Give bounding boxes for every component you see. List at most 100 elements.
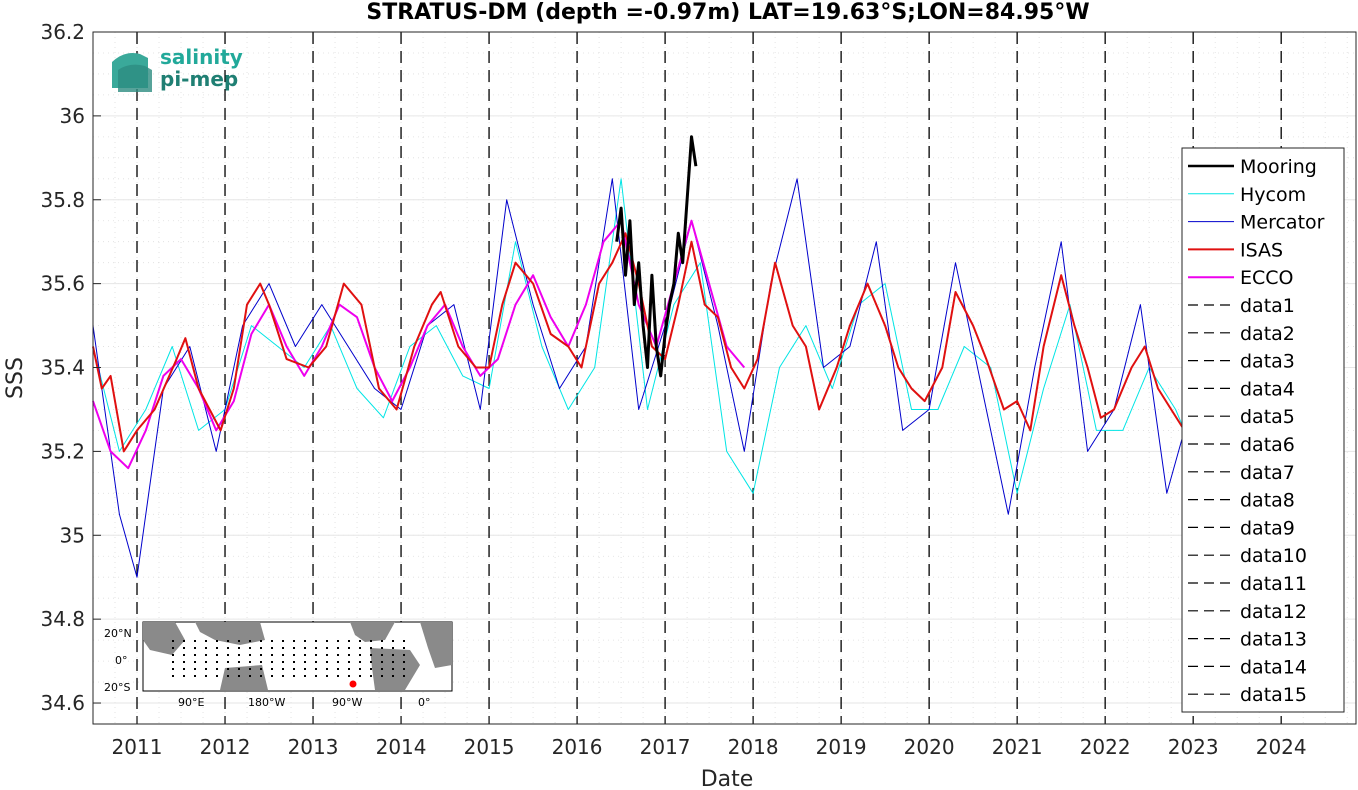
legend-label-data15: data15: [1240, 684, 1307, 706]
legend-label-data4: data4: [1240, 378, 1295, 400]
map-mooring-dot: [183, 675, 185, 677]
map-mooring-dot: [183, 647, 185, 649]
map-mooring-dot: [326, 654, 328, 656]
legend-label-mercator: Mercator: [1240, 212, 1325, 234]
map-mooring-dot: [348, 640, 350, 642]
map-mooring-dot: [359, 661, 361, 663]
map-mooring-dot: [249, 647, 251, 649]
legend-label-data3: data3: [1240, 351, 1295, 373]
map-mooring-dot: [359, 640, 361, 642]
map-mooring-dot: [392, 675, 394, 677]
map-land-australia: [220, 665, 268, 690]
x-tick-label: 2020: [904, 735, 955, 759]
inset-map: 20°N 0° 20°S 90°E 180°W 90°W 0°: [104, 621, 453, 709]
map-mooring-dot: [172, 668, 174, 670]
map-mooring-dot: [282, 675, 284, 677]
map-mooring-dot: [183, 640, 185, 642]
map-mooring-dot: [381, 647, 383, 649]
x-tick-label: 2016: [552, 735, 603, 759]
legend-label-data1: data1: [1240, 295, 1295, 317]
map-mooring-dot: [348, 668, 350, 670]
chart-title: STRATUS-DM (depth =-0.97m) LAT=19.63°S;L…: [366, 0, 1089, 25]
map-land-south-america: [370, 648, 420, 690]
map-mooring-dot: [315, 647, 317, 649]
map-mooring-dot: [359, 654, 361, 656]
map-mooring-dot: [381, 668, 383, 670]
legend-label-ecco: ECCO: [1240, 267, 1294, 289]
map-mooring-dot: [172, 661, 174, 663]
map-mooring-dot: [249, 675, 251, 677]
map-mooring-dot: [227, 654, 229, 656]
map-mooring-dot: [282, 668, 284, 670]
map-mooring-dot: [348, 661, 350, 663]
y-tick-label: 35.8: [40, 188, 85, 212]
legend-label-hycom: Hycom: [1240, 184, 1306, 206]
map-mooring-dot: [216, 661, 218, 663]
map-mooring-dot: [260, 661, 262, 663]
map-mooring-dot: [370, 640, 372, 642]
map-mooring-dot: [282, 640, 284, 642]
map-mooring-dot: [293, 654, 295, 656]
map-mooring-dot: [381, 661, 383, 663]
map-mooring-dot: [337, 640, 339, 642]
map-land-africa: [143, 622, 185, 655]
map-mooring-dot: [348, 647, 350, 649]
map-mooring-dot: [348, 654, 350, 656]
chart-legend: Mooring Hycom Mercator ISAS ECCO data1 data2 da…: [1181, 147, 1345, 713]
map-mooring-dot: [172, 654, 174, 656]
salinity-pi-mep-logo: salinity pi-mep: [112, 45, 243, 92]
map-mooring-dot: [260, 647, 262, 649]
map-mooring-dot: [238, 661, 240, 663]
map-mooring-dot: [249, 661, 251, 663]
map-mooring-dot: [260, 675, 262, 677]
y-tick-label: 34.6: [40, 691, 85, 715]
map-mooring-dot: [194, 647, 196, 649]
x-tick-label: 2022: [1080, 735, 1131, 759]
map-mooring-dot: [293, 640, 295, 642]
map-mooring-dot: [227, 675, 229, 677]
map-mooring-dot: [172, 647, 174, 649]
map-mooring-dot: [194, 654, 196, 656]
map-mooring-dot: [337, 654, 339, 656]
map-mooring-dot: [271, 661, 273, 663]
map-mooring-dot: [326, 640, 328, 642]
legend-label-data8: data8: [1240, 490, 1295, 512]
map-mooring-dot: [359, 675, 361, 677]
map-mooring-dot: [260, 654, 262, 656]
map-mooring-dot: [227, 640, 229, 642]
map-mooring-dot: [403, 675, 405, 677]
map-mooring-dot: [392, 640, 394, 642]
map-mooring-dot: [370, 647, 372, 649]
map-mooring-dot: [293, 668, 295, 670]
map-mooring-dot: [205, 640, 207, 642]
map-mooring-dot: [381, 654, 383, 656]
map-mooring-dot: [216, 654, 218, 656]
map-mooring-dot: [304, 675, 306, 677]
map-mooring-dot: [271, 647, 273, 649]
legend-label-data11: data11: [1240, 573, 1307, 595]
map-mooring-dot: [205, 661, 207, 663]
map-mooring-dot: [403, 668, 405, 670]
map-mooring-dot: [381, 640, 383, 642]
map-mooring-dot: [194, 640, 196, 642]
map-mooring-dot: [271, 668, 273, 670]
y-tick-label: 35.2: [40, 439, 85, 463]
map-mooring-dot: [271, 675, 273, 677]
map-mooring-dot: [359, 647, 361, 649]
map-mooring-dot: [337, 675, 339, 677]
map-mooring-dot: [370, 668, 372, 670]
logo-line2: pi-mep: [160, 67, 238, 91]
map-mooring-dot: [392, 668, 394, 670]
map-mooring-dot: [315, 661, 317, 663]
map-lon-label-1: 180°W: [248, 696, 285, 709]
x-tick-label: 2018: [728, 735, 779, 759]
legend-label-data5: data5: [1240, 406, 1295, 428]
map-mooring-dot: [326, 675, 328, 677]
legend-label-data7: data7: [1240, 462, 1295, 484]
x-tick-label: 2011: [112, 735, 163, 759]
map-mooring-dot: [249, 654, 251, 656]
map-mooring-dot: [359, 668, 361, 670]
map-mooring-dot: [337, 647, 339, 649]
map-mooring-dot: [194, 668, 196, 670]
